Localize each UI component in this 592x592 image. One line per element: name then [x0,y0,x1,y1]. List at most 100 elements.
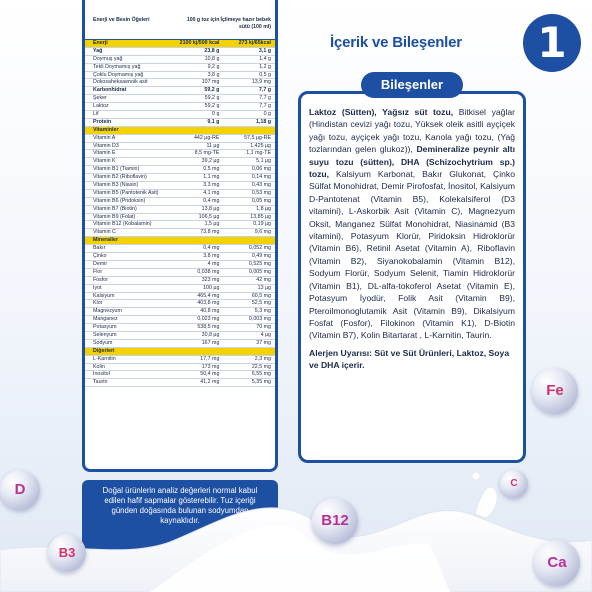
nutrient-name: Kolin [93,363,105,370]
bubble-b3-label: B3 [58,545,76,560]
nutrient-name: Flor [93,268,103,275]
header-col-per-100g: 100 g toz için [186,17,220,23]
value-per-100g: 167 mg [201,339,220,346]
value-per-100g [168,348,220,355]
bubble-d-label: D [14,481,26,498]
value-per-100ml: 273 kj/65kcal [238,40,271,46]
value-per-100g: 323 mg [201,276,220,283]
nutrition-table-header: Enerji ve Besin Öğeleri 100 g toz için İ… [85,0,275,40]
value-per-100ml [219,348,271,355]
value-per-100g: 0,4 mg [203,197,220,204]
value-per-100ml: 0,05 mg [251,197,271,204]
value-per-100ml: 52,5 mg [251,300,271,307]
nutrition-section-header: Diğerleri [85,347,275,356]
nutrient-name: Potasyum [93,324,117,331]
nutrition-row: Fosfor 323 mg 42 mg [85,277,275,285]
nutrition-row: Klor 403,8 mg 52,5 mg [85,300,275,309]
nutrition-row: Vitamin B9 (Folat) 106,5 µg 13,85 µg [85,214,275,222]
value-per-100g: 59,2 g [204,95,220,102]
value-per-100g: 13,8 µg [201,205,220,212]
nutrition-row: Doymuş yağ 10,8 g 1,4 g [85,56,275,64]
nutrient-name: Mineraller [93,237,119,244]
value-per-100ml: 0,14 mg [251,174,271,181]
page-title: İçerik ve Bileşenler [330,34,462,51]
value-per-100g: 1,1 mg [203,174,220,181]
nutrition-row: Çinko 3,8 mg 0,49 mg [85,253,275,261]
nutrition-row: Dokosaheksaenoik asit 107 mg 13,9 mg [85,79,275,88]
value-per-100ml: 0,5 g [259,71,271,78]
value-per-100ml: 1,2 g [259,63,271,70]
value-per-100ml: 13 µg [257,284,271,291]
value-per-100ml: 13,9 mg [251,79,271,86]
ingredients-panel: Laktoz (Sütten), Yağsız süt tozu, Bitkis… [298,91,526,463]
value-per-100g: 0,023 mg [197,316,220,323]
nutrient-name: Yağ [93,47,103,54]
value-per-100g: 442 µg-RE [193,134,220,141]
nutrition-row: Şeker 59,2 g 7,7 g [85,95,275,104]
value-per-100ml: 4 µg [260,331,271,338]
value-per-100g: 3,8 g [207,71,220,78]
nutrition-row: İyot 100 µg 13 µg [85,285,275,293]
value-per-100ml: 13,85 µg [250,213,271,220]
nutrient-name: Dokosaheksaenoik asit [93,79,148,86]
bubble-b12-icon: B12 [312,498,358,544]
nutrition-row: Manganez 0,023 mg 0,003 mg [85,316,275,325]
nutrition-row: Taurin 41,2 mg 5,35 mg [85,379,275,388]
nutrition-row: Bakır 0,4 mg 0,052 mg [85,245,275,254]
value-per-100ml: 0,003 mg [248,316,271,323]
nutrition-row: Flor 0,038 mg 0,005 mg [85,269,275,277]
ingredients-text: Laktoz (Sütten), Yağsız süt tozu, Bitkis… [309,106,515,342]
value-per-100g: 23,8 g [204,47,220,54]
value-per-100ml: 1,18 g [255,118,271,125]
header-col-nutrient: Enerji ve Besin Öğeleri [93,17,150,23]
nutrient-name: Sodyum [93,339,113,346]
value-per-100ml: 7,7 g [258,87,271,94]
value-per-100g: 0 g [212,111,220,118]
nutrient-name: Manganez [93,316,118,323]
value-per-100ml: 7,7 g [259,103,271,110]
value-per-100ml: 6,55 mg [251,371,271,378]
value-per-100ml: 1,4 g [259,55,271,62]
value-per-100ml: 2,3 mg [254,355,271,362]
nutrient-name: Karbonhidrat [93,87,127,94]
value-per-100g: 100 µg [203,284,220,291]
nutrition-row: Selenyum 30,8 µg 4 µg [85,332,275,340]
value-per-100g: 9,1 g [207,118,220,125]
bubble-ca-icon: Ca [534,540,580,586]
nutrient-name: Vitamin C [93,229,116,236]
value-per-100g: 0,038 mg [197,268,220,275]
value-per-100g: 40,8 mg [200,308,220,315]
nutrition-row: Yağ 23,8 g 3,1 g [85,48,275,56]
bubble-c-icon: C [500,470,528,498]
value-per-100g: 4,1 mg [203,189,220,196]
value-per-100g: 3,3 mg [203,182,220,189]
step-number-badge: 1 [523,14,581,72]
nutrient-name: Diğerleri [93,347,115,354]
allergen-warning: Alerjen Uyarısı: Süt ve Süt Ürünleri, La… [309,347,510,371]
value-per-100ml: 22,5 mg [251,363,271,370]
value-per-100g: 11 µg [206,142,220,149]
value-per-100ml: 5,35 mg [251,379,271,386]
ingredients-bold-segment: Demineralize peynir altı suyu tozu (sütt… [309,144,515,180]
ingredients-heading: Bileşenler [361,72,463,98]
nutrient-name: Vitamin D3 [93,142,119,149]
nutrient-name: Fosfor [93,276,109,283]
nutrition-row: Vitamin K 39,2 µg 5,1 µg [85,158,275,167]
nutrient-name: Demir [93,260,108,267]
milk-splash-graphic [0,471,592,592]
value-per-100g: 73,8 mg [200,229,220,236]
value-per-100ml: 0,43 mg [251,182,271,189]
value-per-100g: 106,5 µg [198,213,220,220]
nutrition-row: Vitamin C 73,8 mg 9,6 mg [85,229,275,238]
nutrition-row: Kalsiyum 465,4 mg 60,5 mg [85,293,275,301]
nutrient-name: Laktoz [93,103,109,110]
nutrient-name: Bakır [93,245,106,252]
nutrient-name: Doymuş yağ [93,55,123,62]
value-per-100ml: 42 mg [256,276,271,283]
nutrient-name: Vitamin B9 (Folat) [93,213,136,220]
nutrient-name: Vitamin E [93,150,116,157]
nutrient-name: Vitamin K [93,158,116,165]
value-per-100g: 10,8 g [204,55,220,62]
bubble-fe-label: Fe [546,382,564,399]
value-per-100g: 59,2 g [204,103,220,110]
